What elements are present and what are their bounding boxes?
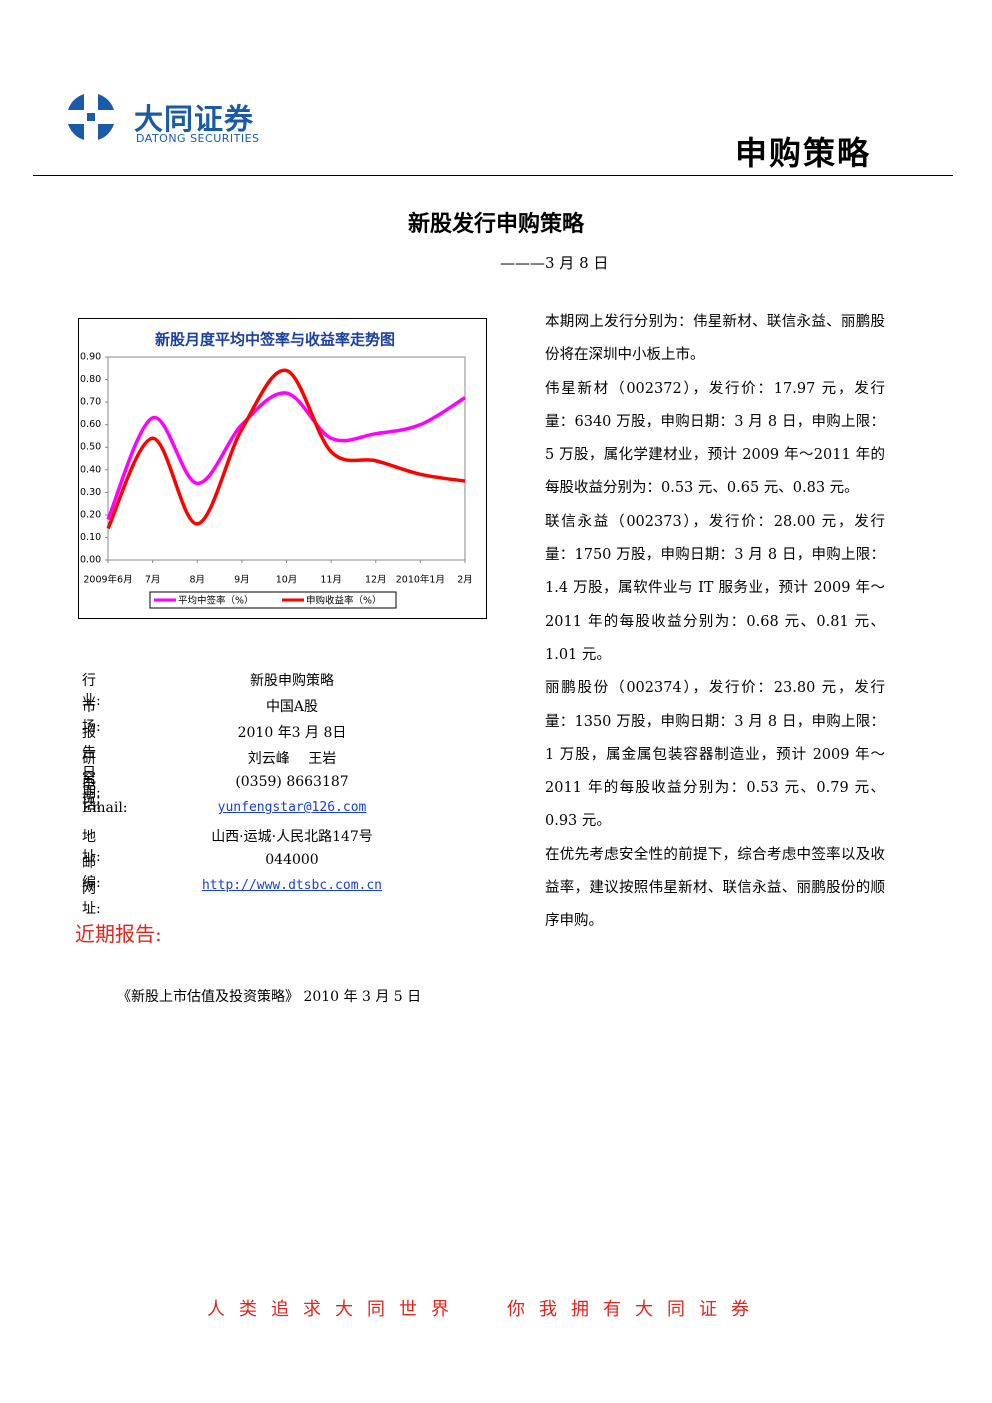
info-value: 山西·运城·人民北路147号 (211, 829, 373, 845)
recent-item: 《新股上市估值及投资策略》 2010 年 3 月 5 日 (117, 989, 422, 1005)
brand: 大同证券 (134, 102, 255, 136)
recent-heading: 近期报告: (75, 922, 162, 946)
info-value: 2010 年3 月 8日 (237, 725, 347, 741)
x-tick-label: 10月 (276, 575, 298, 586)
rule (33, 175, 953, 176)
x-tick-label: 11月 (320, 575, 342, 586)
x-tick-label: 2010年1月 (396, 574, 445, 586)
plot-area (107, 356, 466, 561)
info-label: 报告日期: (82, 725, 101, 801)
doc-title: 新股发行申购策略 (407, 211, 584, 237)
info-value: (0359) 8663187 (235, 774, 349, 790)
paragraph: 丽鹏股份（002374），发行价：23.80 元，发行量：1350 万股，申购日… (545, 680, 885, 830)
info-label: 研究员: (82, 751, 101, 807)
y-tick-label: 0.30 (80, 487, 101, 498)
info-value: 刘云峰 王岩 (247, 751, 337, 767)
y-tick-label: 0.70 (80, 397, 101, 408)
info-label: 网址: (82, 881, 101, 917)
footer-slogan: 你我拥有大同证券 (507, 1299, 763, 1320)
body-text: 本期网上发行分别为：伟星新材、联信永益、丽鹏股份将在深圳中小板上市。伟星新材（0… (545, 306, 885, 939)
info-value: 044000 (265, 852, 319, 868)
info-link[interactable]: yunfengstar@126.com (217, 800, 367, 815)
info-value: 新股申购策略 (250, 673, 334, 689)
legend-label: 平均中签率（%） (178, 595, 254, 607)
series-line (106, 368, 466, 530)
paragraph: 联信永益（002373），发行价：28.00 元，发行量：1750 万股，申购日… (545, 513, 885, 663)
legend-label: 申购收益率（%） (306, 595, 382, 607)
info-label: 电话: (82, 777, 101, 813)
y-tick-label: 0.20 (80, 509, 101, 520)
section-title: 申购策略 (735, 134, 872, 172)
y-tick-label: 0.00 (80, 555, 101, 566)
info-label: 地 址: (82, 829, 101, 865)
brand-en: DATONG SECURITIES (136, 132, 260, 145)
x-tick-label: 12月 (365, 575, 387, 586)
info-label: 市场: (82, 699, 101, 735)
chart-title: 新股月度平均中签率与收益率走势图 (155, 331, 395, 349)
y-tick-label: 0.80 (80, 374, 101, 385)
x-tick-label: 9月 (234, 575, 250, 586)
doc-date: ———3 月 8 日 (500, 254, 609, 272)
footer-slogan: 人类追求大同世界 (207, 1299, 463, 1320)
paragraph: 本期网上发行分别为：伟星新材、联信永益、丽鹏股份将在深圳中小板上市。 (545, 314, 885, 364)
legend-box (149, 591, 397, 609)
info-label: Email: (82, 800, 128, 816)
series-line (106, 391, 466, 521)
chart: 新股月度平均中签率与收益率走势图 0.00 0.10 0.20 0.30 0.40 0.5… (78, 318, 487, 619)
y-tick-label: 0.50 (80, 442, 101, 453)
x-tick-label: 2009年6月 (83, 574, 132, 586)
info-label: 行业: (82, 673, 101, 709)
info-value: 中国A股 (265, 699, 319, 715)
info-label: 邮编: (82, 855, 101, 891)
x-tick-label: 2月 (457, 575, 473, 586)
paragraph: 伟星新材（002372），发行价：17.97 元，发行量：6340 万股，申购日… (545, 380, 885, 497)
x-tick-label: 8月 (189, 575, 205, 586)
x-tick-label: 7月 (145, 575, 161, 586)
y-tick-label: 0.10 (80, 532, 101, 543)
paragraph: 在优先考虑安全性的前提下，综合考虑中签率以及收益率，建议按照伟星新材、联信永益、… (545, 846, 885, 930)
info-link[interactable]: http://www.dtsbc.com.cn (201, 878, 382, 893)
y-tick-label: 0.90 (80, 352, 101, 363)
y-tick-label: 0.60 (80, 419, 101, 430)
y-tick-label: 0.40 (80, 464, 101, 475)
logo (67, 93, 115, 141)
